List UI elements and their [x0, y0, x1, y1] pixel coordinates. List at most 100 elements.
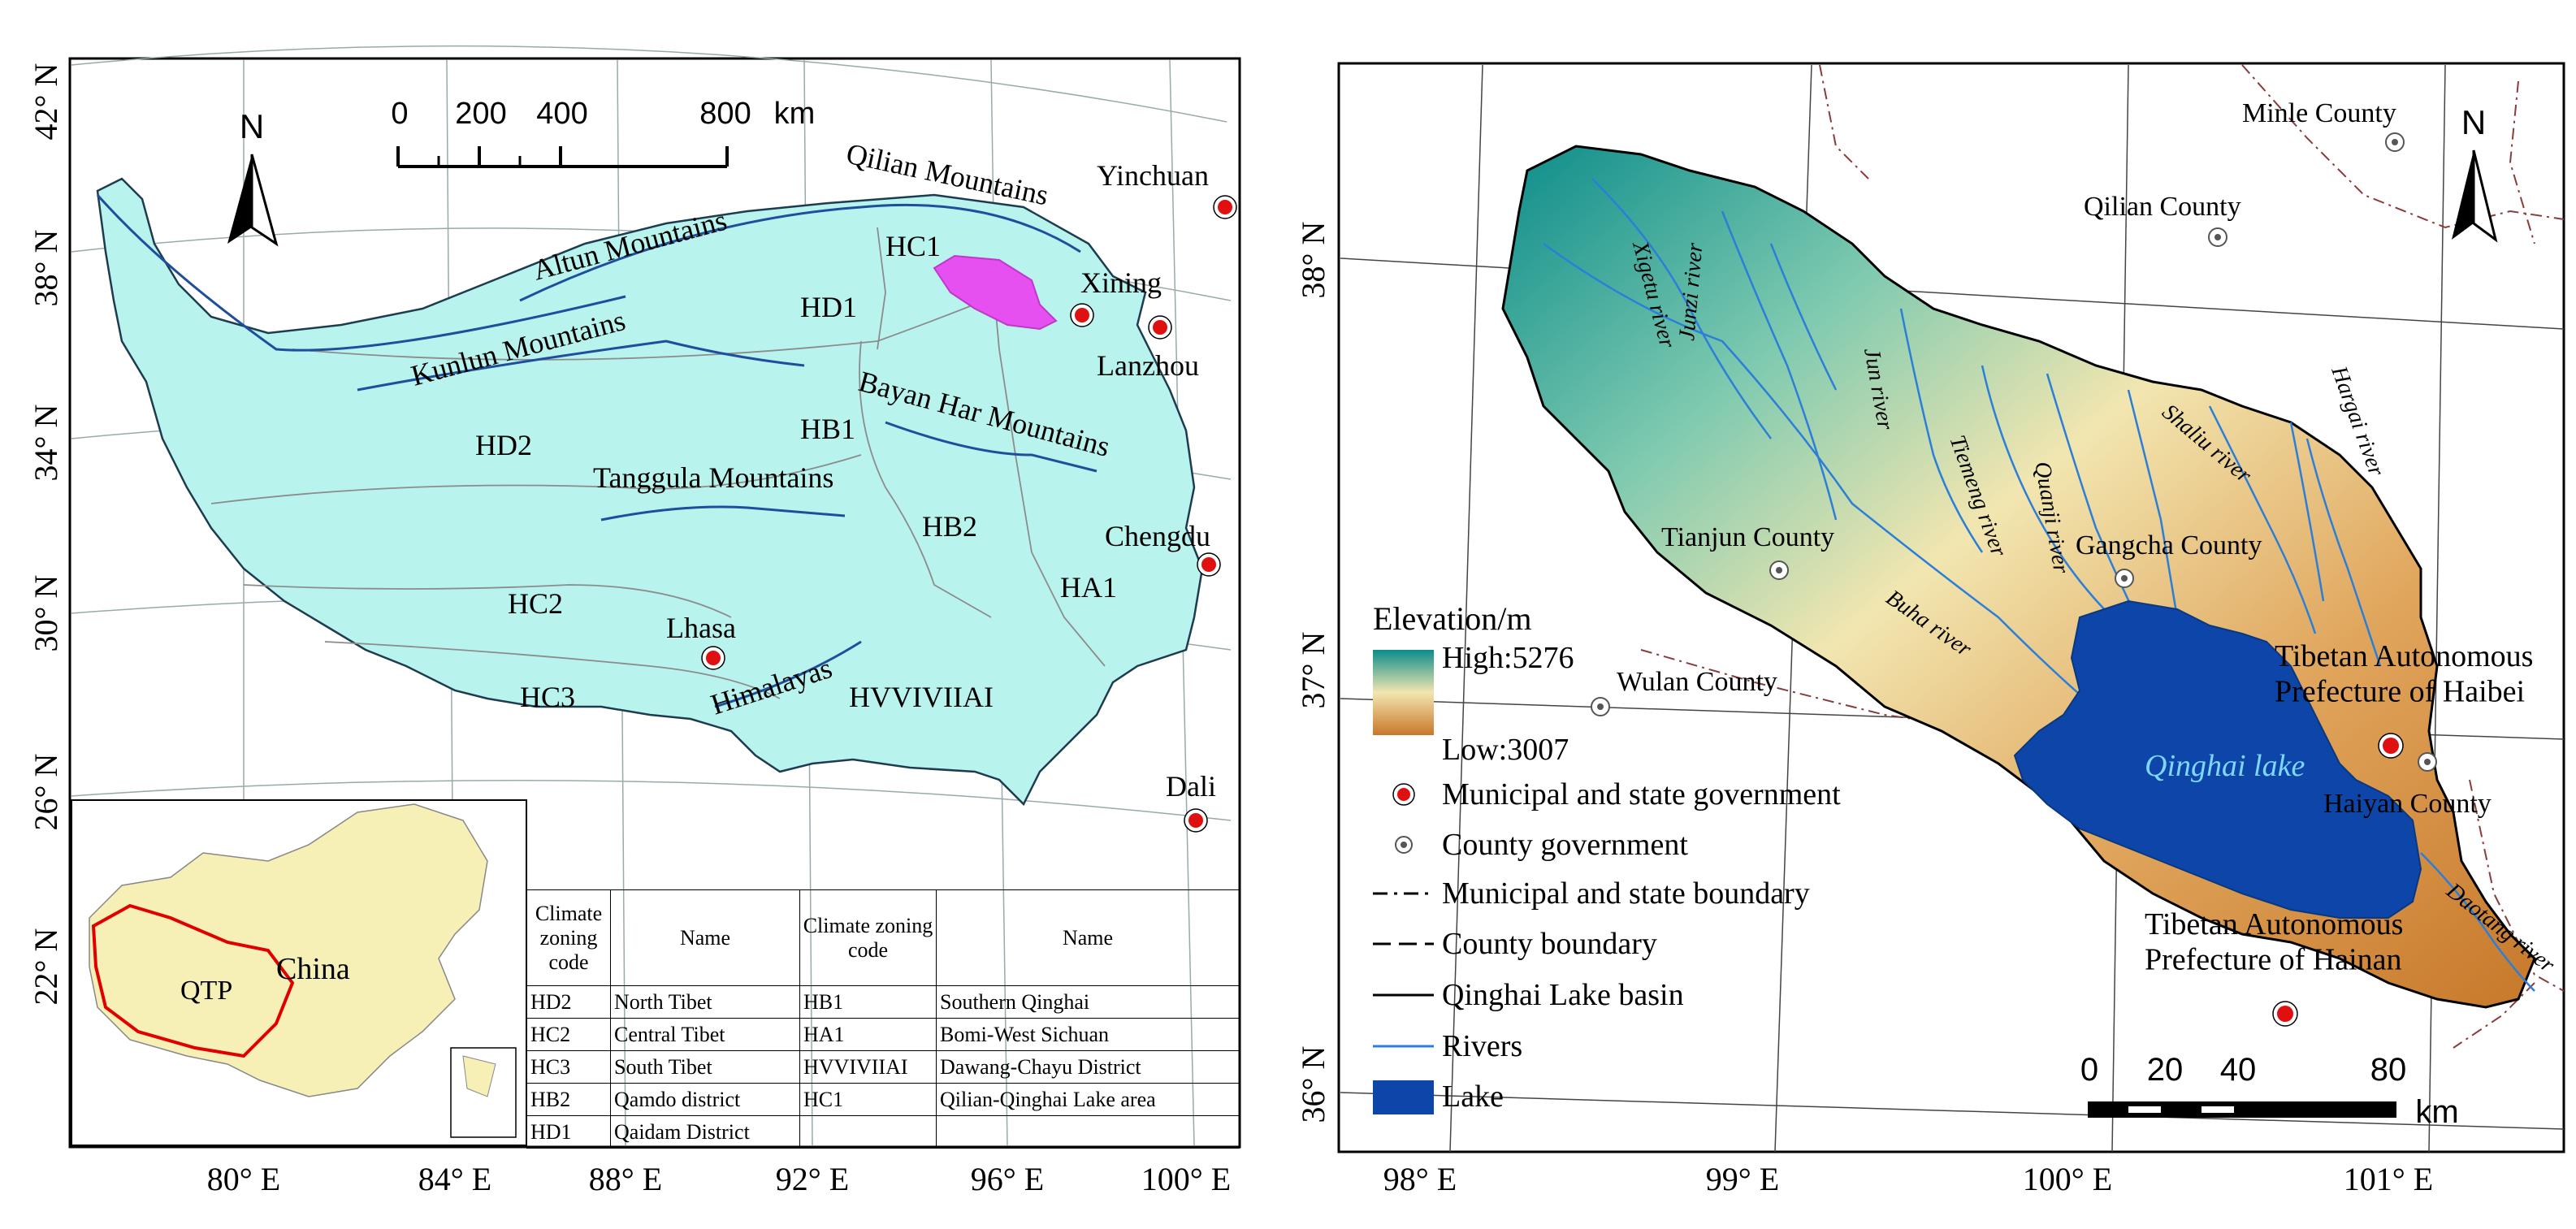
right-map-panel: Qinghai lake 38° N 37° N 36° N 98° E 99°…: [1267, 0, 2576, 1229]
label-tanggula: Tanggula Mountains: [593, 461, 833, 494]
zone-boundaries: [210, 227, 1106, 699]
svg-text:0: 0: [391, 97, 408, 131]
svg-text:Lanzhou: Lanzhou: [1097, 349, 1199, 382]
svg-text:QTP: QTP: [180, 976, 232, 1006]
svg-text:38° N: 38° N: [1295, 222, 1331, 299]
svg-text:HD1: HD1: [800, 291, 857, 323]
lat-34: 34° N: [28, 405, 64, 482]
county-gangcha: Gangcha County: [2076, 530, 2262, 588]
svg-text:County government: County government: [1442, 828, 1688, 862]
table-header: Climate zoning code: [799, 889, 937, 986]
svg-text:N: N: [240, 107, 264, 145]
legend-item-county-gov: County government: [1395, 828, 1688, 862]
city-yinchuan: Yinchuan: [1097, 159, 1237, 219]
elevation-ramp: [1373, 650, 1434, 735]
legend-item-municipal-boundary: Municipal and state boundary: [1373, 876, 1810, 911]
svg-text:0: 0: [2080, 1052, 2098, 1088]
table-row: HC3 South Tibet HVVIVIIAI Dawang-Chayu D…: [526, 1050, 1240, 1084]
svg-text:HC2: HC2: [508, 587, 563, 620]
left-lat-labels: 42° N 38° N 34° N 30° N 26° N 22° N: [28, 63, 64, 1006]
right-north-arrow: N: [2452, 103, 2498, 243]
svg-text:Xining: Xining: [1080, 266, 1162, 299]
hc1-highlight: [933, 254, 1058, 331]
right-lon-labels: 98° E 99° E 100° E 101° E: [1383, 1161, 2433, 1197]
lat-26: 26° N: [28, 754, 64, 831]
county-tianjun: Tianjun County: [1661, 522, 1834, 580]
right-map-svg: Qinghai lake 38° N 37° N 36° N 98° E 99°…: [1295, 62, 2565, 1197]
table-header: Name: [936, 889, 1240, 986]
lon-96: 96° E: [971, 1161, 1044, 1197]
svg-text:99° E: 99° E: [1706, 1161, 1779, 1197]
zone-labels: HC1 HD1 HD2 HB1 HB2 HC2 HC3 HA1 HVVIVIIA…: [475, 230, 1117, 713]
svg-text:HB2: HB2: [922, 510, 977, 543]
city-lhasa: Lhasa: [666, 612, 736, 670]
svg-text:100° E: 100° E: [2023, 1161, 2112, 1197]
svg-text:Lake: Lake: [1442, 1080, 1504, 1114]
svg-text:Municipal and state government: Municipal and state government: [1442, 777, 1841, 811]
climate-zone-table: Climate zoning code Name Climate zoning …: [526, 889, 1240, 1149]
prefecture-haibei-line1: Tibetan Autonomous Prefecture of Haibei: [2275, 639, 2533, 709]
city-xining: Xining: [1070, 266, 1162, 327]
svg-text:Haiyan County: Haiyan County: [2323, 789, 2492, 819]
svg-text:200: 200: [455, 97, 506, 131]
lon-92: 92° E: [776, 1161, 849, 1197]
city-chengdu: Chengdu: [1105, 520, 1221, 577]
legend-item-basin: Qinghai Lake basin: [1373, 978, 1684, 1012]
left-scalebar: 0 200 400 800 km: [391, 97, 815, 168]
county-wulan: Wulan County: [1591, 667, 1777, 716]
county-minle: Minle County: [2242, 98, 2405, 152]
county-qilian: Qilian County: [2084, 192, 2241, 247]
lon-100: 100° E: [1141, 1161, 1231, 1197]
legend-item-municipal-gov: Municipal and state government: [1392, 777, 1841, 811]
city-lanzhou: Lanzhou: [1097, 315, 1199, 382]
svg-text:County boundary: County boundary: [1442, 927, 1657, 961]
prefecture-hainan: Tibetan Autonomous Prefecture of Hainan: [2145, 907, 2403, 1027]
svg-text:98° E: 98° E: [1383, 1161, 1457, 1197]
lon-84: 84° E: [418, 1161, 491, 1197]
svg-text:HA1: HA1: [1060, 571, 1117, 604]
svg-text:HD2: HD2: [475, 429, 532, 461]
qtp-region: [96, 177, 1204, 807]
left-map-panel: 42° N 38° N 34° N 30° N 26° N 22° N 80° …: [0, 0, 1251, 1229]
table-header: Climate zoning code: [526, 889, 611, 986]
prefecture-haibei: Tibetan Autonomous Prefecture of Haibei: [2275, 639, 2533, 759]
china-inset: QTP China: [71, 799, 527, 1146]
svg-text:Lhasa: Lhasa: [666, 612, 736, 644]
svg-text:36° N: 36° N: [1295, 1046, 1331, 1123]
svg-text:Qinghai Lake basin: Qinghai Lake basin: [1442, 978, 1684, 1012]
svg-text:Wulan County: Wulan County: [1617, 667, 1777, 697]
svg-text:Gangcha County: Gangcha County: [2076, 530, 2262, 560]
county-markers: Minle County Qilian County Tianjun Count…: [1591, 98, 2492, 819]
prefecture-markers: Tibetan Autonomous Prefecture of Haibei T…: [2145, 639, 2533, 1027]
lat-22: 22° N: [28, 928, 64, 1006]
mountain-ranges: [96, 194, 1098, 708]
legend-item-county-boundary: County boundary: [1373, 927, 1657, 961]
svg-text:China: China: [276, 952, 350, 986]
svg-text:20: 20: [2147, 1052, 2184, 1088]
svg-text:80: 80: [2370, 1052, 2407, 1088]
table-header: Name: [610, 889, 800, 986]
svg-text:800: 800: [699, 97, 751, 131]
table-row: HD2 North Tibet HB1 Southern Qinghai: [526, 985, 1240, 1019]
right-legend: Elevation/m High:5276 Low:3007 Municipal…: [1373, 600, 1841, 1114]
svg-text:400: 400: [536, 97, 587, 131]
table-row: HC2 Central Tibet HA1 Bomi-West Sichuan: [526, 1018, 1240, 1051]
svg-text:37° N: 37° N: [1295, 632, 1331, 709]
legend-item-lake: Lake: [1373, 1080, 1504, 1114]
table-row: HD1 Qaidam District: [526, 1115, 1240, 1149]
svg-text:Qilian County: Qilian County: [2084, 192, 2241, 222]
qinghai-lake: [2013, 599, 2422, 919]
lat-38: 38° N: [28, 230, 64, 307]
svg-text:Minle County: Minle County: [2242, 98, 2396, 128]
rivers: [1543, 178, 2535, 992]
lake-label: Qinghai lake: [2145, 749, 2305, 783]
svg-text:HVVIVIIAI: HVVIVIIAI: [849, 681, 994, 713]
left-north-arrow: N: [227, 107, 279, 247]
prefecture-hainan-line1: Tibetan Autonomous Prefecture of Hainan: [2145, 907, 2403, 977]
county-haiyan: Haiyan County: [2323, 752, 2492, 819]
svg-text:Yinchuan: Yinchuan: [1097, 159, 1209, 192]
lat-30: 30° N: [28, 575, 64, 652]
svg-text:HC3: HC3: [520, 681, 575, 713]
svg-text:40: 40: [2220, 1052, 2257, 1088]
right-lat-labels: 38° N 37° N 36° N: [1295, 222, 1331, 1123]
